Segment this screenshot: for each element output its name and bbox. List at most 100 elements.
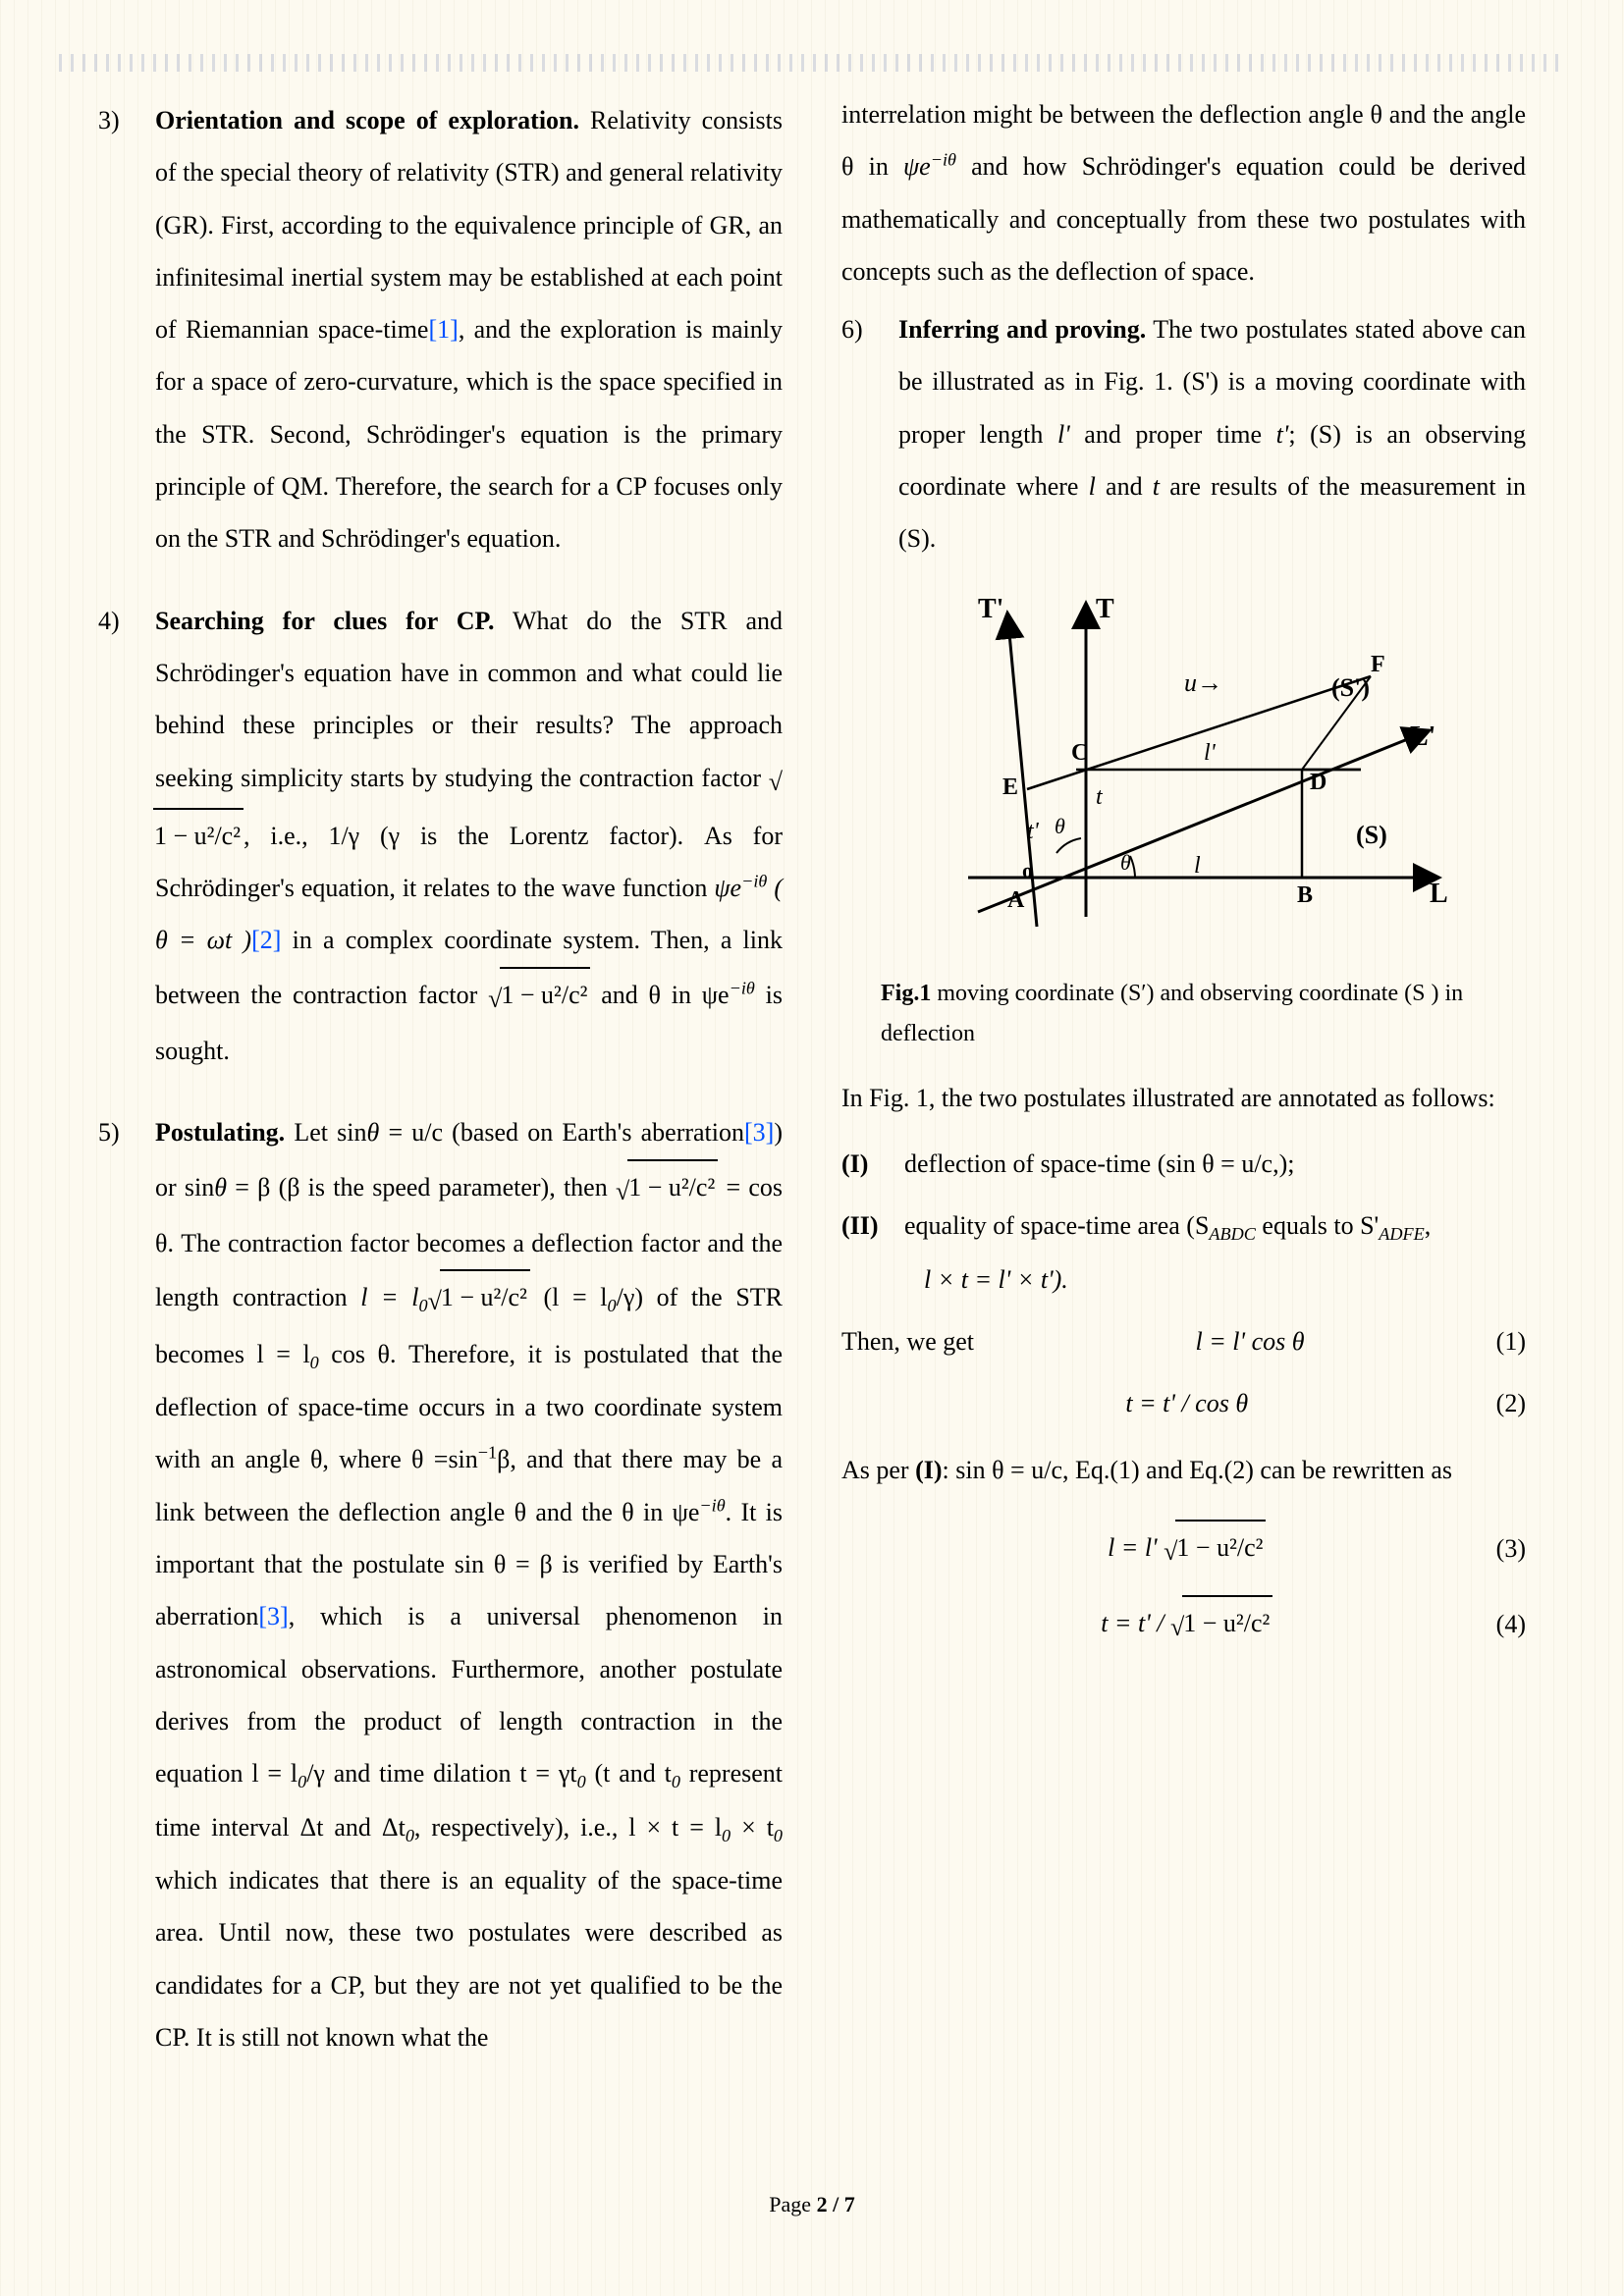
citation-3a[interactable]: [3] bbox=[744, 1118, 774, 1147]
sqrt-arg: 1 − u²/c² bbox=[1182, 1595, 1272, 1649]
sqrt-arg: 1 − u²/c² bbox=[1175, 1520, 1266, 1574]
roman-list: (I) deflection of space-time (sin θ = u/… bbox=[841, 1138, 1526, 1306]
item-number: 5) bbox=[98, 1106, 155, 2063]
citation-1[interactable]: [1] bbox=[428, 315, 458, 344]
theta: θ bbox=[367, 1118, 380, 1147]
p5-q: which indicates that there is an equalit… bbox=[155, 1866, 783, 2052]
eq3-no: (3) bbox=[1467, 1522, 1526, 1575]
wave-exp: −iθ bbox=[699, 1495, 725, 1515]
spacer bbox=[841, 1377, 907, 1429]
eq3-lhs: l = l' bbox=[1108, 1533, 1164, 1562]
list-item-5: 5) Postulating. Let sinθ = u/c (based on… bbox=[98, 1106, 783, 2063]
roman-num: (II) bbox=[841, 1200, 904, 1306]
theta: θ bbox=[214, 1173, 227, 1201]
equation-1-line: Then, we get l = l' cos θ (1) bbox=[841, 1315, 1526, 1367]
fig-label-T: T bbox=[1096, 594, 1114, 624]
fig-label-o: o bbox=[1022, 858, 1033, 882]
rII-d: l × t = l' × t'). bbox=[904, 1265, 1068, 1294]
footer-total: 7 bbox=[844, 2192, 855, 2216]
sqrt-arg: 1 − u²/c² bbox=[500, 967, 590, 1021]
rII-c: , bbox=[1425, 1211, 1432, 1240]
sub-0: 0 bbox=[774, 1826, 783, 1845]
fig-pt-A: A bbox=[1007, 887, 1025, 913]
col2-top2: and how Schrödinger's equation could be … bbox=[841, 152, 1526, 286]
item-body: Postulating. Let sinθ = u/c (based on Ea… bbox=[155, 1106, 783, 2063]
asper-paragraph: As per (I): sin θ = u/c, Eq.(1) and Eq.(… bbox=[841, 1444, 1526, 1496]
eq4-no: (4) bbox=[1467, 1598, 1526, 1650]
t-prime: t' bbox=[1276, 420, 1289, 449]
sub-0: 0 bbox=[577, 1772, 586, 1791]
spacer bbox=[841, 1598, 907, 1650]
wave-exp: −iθ bbox=[730, 978, 755, 997]
l-prime: l' bbox=[1057, 420, 1070, 449]
figcap-head: Fig.1 bbox=[881, 981, 931, 1006]
wave-psi: ψe bbox=[903, 152, 931, 181]
p5-p: × t bbox=[731, 1813, 774, 1842]
page: 3) Orientation and scope of exploration.… bbox=[0, 0, 1624, 2296]
fig-pt-E: E bbox=[1002, 774, 1018, 800]
sqrt-symbol: √ bbox=[769, 756, 783, 808]
sqrt-arg: 1 − u²/c² bbox=[440, 1269, 530, 1323]
rII-a: equality of space-time area (S bbox=[904, 1211, 1209, 1240]
eq1-no: (1) bbox=[1467, 1315, 1526, 1367]
spacer bbox=[841, 1522, 907, 1575]
t: t bbox=[1153, 472, 1160, 501]
roman-item-II: (II) equality of space-time area (SABDC … bbox=[841, 1200, 1526, 1306]
sub-0: 0 bbox=[608, 1296, 617, 1315]
eq-l: l = l bbox=[360, 1283, 418, 1311]
rII-sub2: ADFE bbox=[1379, 1224, 1424, 1244]
continuation-paragraph: interrelation might be between the defle… bbox=[841, 88, 1526, 297]
fig-label-u: u→ bbox=[1184, 668, 1222, 697]
column-left: 3) Orientation and scope of exploration.… bbox=[98, 88, 783, 2063]
fig-label-Tp: T' bbox=[978, 594, 1003, 624]
item-number: 3) bbox=[98, 94, 155, 565]
list-item-3: 3) Orientation and scope of exploration.… bbox=[98, 94, 783, 565]
p5-l: /γ and time dilation t = γt bbox=[306, 1759, 576, 1788]
fig-label-Lp: L' bbox=[1410, 721, 1435, 752]
two-column-layout: 3) Orientation and scope of exploration.… bbox=[98, 88, 1526, 2063]
list-item-6: 6) Inferring and proving. The two postul… bbox=[841, 303, 1526, 564]
eq2-no: (2) bbox=[1467, 1377, 1526, 1429]
fig-theta-2: θ bbox=[1120, 850, 1131, 875]
fig-label-l: l bbox=[1194, 853, 1201, 879]
p6-d: and bbox=[1096, 472, 1153, 501]
footer-sep: / bbox=[828, 2192, 844, 2216]
page-top-decoration bbox=[59, 54, 1565, 72]
sub-0: 0 bbox=[418, 1296, 427, 1315]
fig-label-Sp: (S') bbox=[1331, 673, 1370, 702]
sub-0: 0 bbox=[672, 1772, 680, 1791]
p3-text-b: , and the exploration is mainly for a sp… bbox=[155, 315, 783, 553]
fig-label-t: t bbox=[1096, 784, 1104, 810]
equation-2-line: t = t' / cos θ (2) bbox=[841, 1377, 1526, 1429]
citation-2[interactable]: [2] bbox=[251, 926, 281, 954]
footer-current: 2 bbox=[817, 2192, 828, 2216]
p5-a: Let sin bbox=[285, 1118, 366, 1147]
p5-b: = u/c (based on Earth's aberration bbox=[379, 1118, 744, 1147]
p5-o: , respectively), i.e., l × t = l bbox=[414, 1813, 722, 1842]
eq3: l = l' √1 − u²/c² bbox=[907, 1520, 1468, 1577]
then-we-get: Then, we get bbox=[841, 1315, 1033, 1367]
footer-prefix: Page bbox=[769, 2192, 816, 2216]
eq4: t = t' / √1 − u²/c² bbox=[907, 1595, 1468, 1653]
wave-psi: ψe bbox=[714, 874, 741, 902]
citation-3b[interactable]: [3] bbox=[258, 1602, 288, 1630]
fig-label-tp: t' bbox=[1027, 819, 1040, 844]
equation-3-line: l = l' √1 − u²/c² (3) bbox=[841, 1520, 1526, 1577]
equation-4-line: t = t' / √1 − u²/c² (4) bbox=[841, 1595, 1526, 1653]
fig-label-S: (S) bbox=[1356, 821, 1387, 849]
item-body: Searching for clues for CP. What do the … bbox=[155, 595, 783, 1078]
p5-f: (l = l bbox=[530, 1283, 608, 1311]
fig-label-lp: l' bbox=[1204, 740, 1217, 766]
fig-pt-F: F bbox=[1371, 652, 1385, 677]
roman-body: equality of space-time area (SABDC equal… bbox=[904, 1200, 1526, 1306]
item-heading: Searching for clues for CP. bbox=[155, 607, 495, 635]
eq2: t = t' / cos θ bbox=[907, 1377, 1468, 1429]
asper-a: As per bbox=[841, 1456, 915, 1484]
page-footer: Page 2 / 7 bbox=[0, 2192, 1624, 2217]
annot-intro: In Fig. 1, the two postulates illustrate… bbox=[841, 1072, 1526, 1124]
p3-text-a: Relativity consists of the special theor… bbox=[155, 106, 783, 344]
l: l bbox=[1089, 472, 1096, 501]
item-number: 4) bbox=[98, 595, 155, 1078]
roman-num: (I) bbox=[841, 1138, 904, 1190]
item-heading: Postulating. bbox=[155, 1118, 285, 1147]
